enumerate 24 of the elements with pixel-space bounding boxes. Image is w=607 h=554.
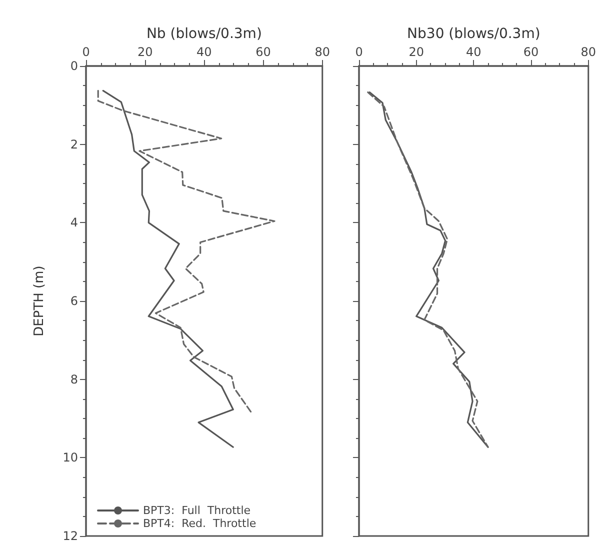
y-tick-label: 8 [70,372,78,386]
legend-label: BPT3: Full Throttle [143,504,251,517]
y-tick-label: 12 [62,529,78,543]
line-series [97,90,276,413]
x-axis-title: Nb30 (blows/0.3m) [407,26,540,42]
x-tick-label: 0 [355,45,363,59]
x-tick-label: 0 [82,45,90,59]
legend-label: BPT4: Red. Throttle [143,517,256,530]
x-tick-label: 20 [137,45,153,59]
line-series [102,90,234,448]
y-tick-label: 10 [62,450,78,465]
x-tick-label: 40 [466,45,482,59]
x-tick-label: 20 [408,45,424,59]
x-axis-title: Nb (blows/0.3m) [146,26,262,42]
y-axis-title: DEPTH (m) [32,266,47,336]
y-tick-label: 6 [70,294,78,308]
x-tick-label: 80 [314,45,330,59]
x-tick-label: 60 [256,45,271,59]
x-tick-label: 40 [196,45,212,59]
y-tick-label: 0 [70,59,78,73]
y-tick-label: 2 [70,137,78,152]
y-tick-label: 4 [70,216,78,230]
x-tick-label: 60 [523,45,539,59]
x-tick-label: 80 [580,45,596,59]
